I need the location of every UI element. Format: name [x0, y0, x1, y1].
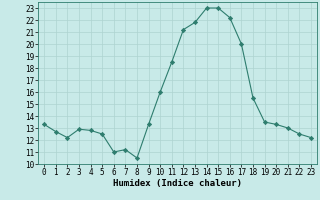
X-axis label: Humidex (Indice chaleur): Humidex (Indice chaleur): [113, 179, 242, 188]
